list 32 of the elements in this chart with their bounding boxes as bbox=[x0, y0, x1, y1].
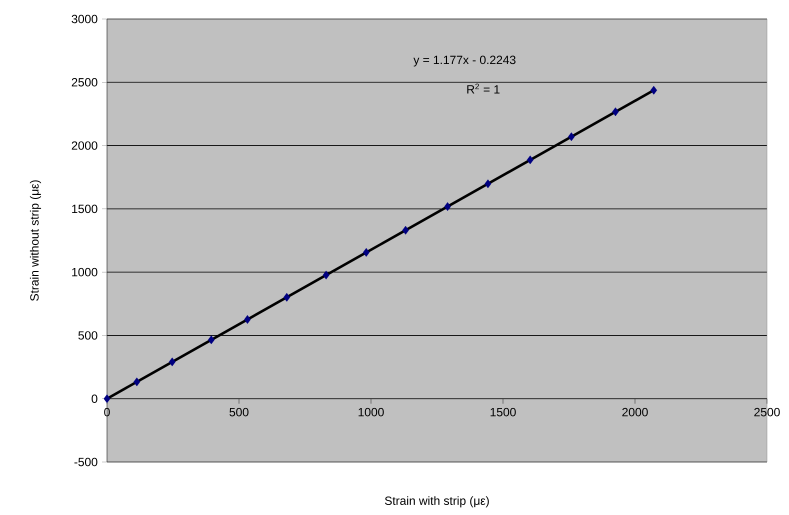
y-tick-label: 500 bbox=[78, 331, 98, 340]
point bbox=[612, 107, 619, 116]
x-tick-label: 2500 bbox=[754, 408, 780, 416]
x-tick-label: 1500 bbox=[490, 408, 516, 416]
point bbox=[568, 132, 575, 142]
point bbox=[444, 202, 451, 211]
y-tick-label: 1500 bbox=[72, 204, 98, 214]
y-tick-label: 3000 bbox=[72, 14, 98, 24]
annotation: R$^{2}$ = 1 bbox=[467, 84, 500, 94]
annotation: y = 1.177x - 0.2243 bbox=[413, 56, 516, 66]
y-axis-title: Strain without strip (με) bbox=[30, 180, 42, 301]
point bbox=[402, 226, 409, 235]
y-tick-label: 1000 bbox=[72, 268, 98, 276]
point bbox=[168, 358, 176, 366]
x-axis-title: Strain with strip (με) bbox=[384, 496, 489, 508]
y-tick-label: 2000 bbox=[72, 141, 98, 150]
x-tick-label: 500 bbox=[230, 408, 249, 416]
x-tick-label: 1000 bbox=[358, 408, 384, 416]
point bbox=[526, 155, 534, 164]
point bbox=[362, 248, 370, 257]
x-tick-label: 2000 bbox=[622, 408, 648, 416]
point bbox=[484, 179, 492, 188]
y-tick-label: -500 bbox=[74, 458, 98, 466]
point bbox=[208, 335, 215, 344]
point bbox=[322, 270, 330, 280]
y-tick-label: 2500 bbox=[72, 78, 98, 87]
point bbox=[244, 315, 251, 324]
point bbox=[650, 86, 658, 95]
x-tick-label: 0 bbox=[104, 408, 110, 416]
point bbox=[133, 377, 140, 386]
point bbox=[283, 292, 290, 302]
y-tick-label: 0 bbox=[92, 394, 98, 403]
